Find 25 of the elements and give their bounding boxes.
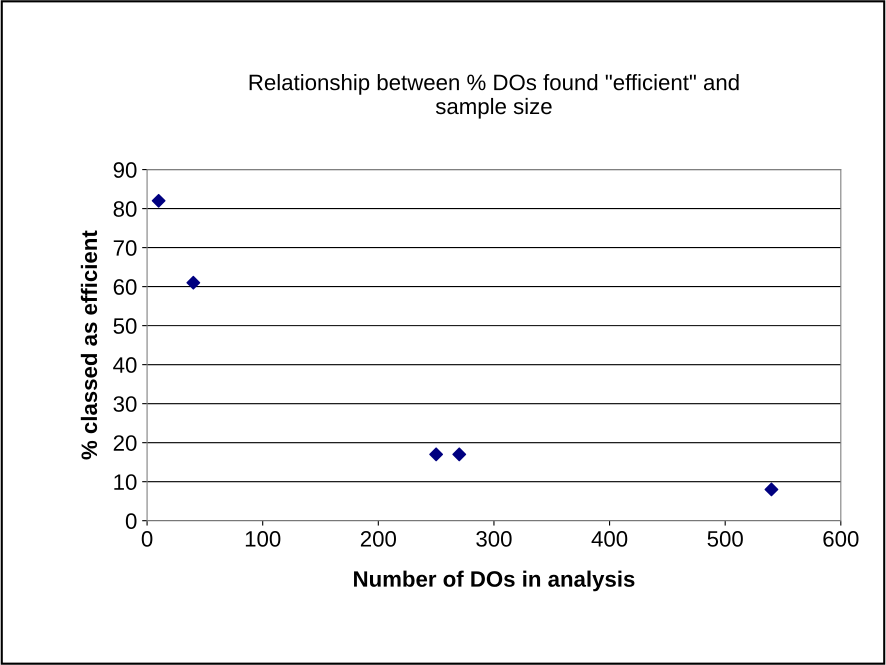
x-tick-label: 200 (360, 531, 396, 547)
x-axis-title: Number of DOs in analysis (354, 570, 634, 592)
point (429, 447, 444, 462)
y-tick-label: 10 (114, 474, 136, 490)
point (764, 482, 778, 496)
y-tick-label: 0 (126, 513, 136, 529)
y-tick-label: 90 (114, 162, 136, 178)
point (452, 447, 466, 462)
y-tick-label: 80 (114, 201, 136, 217)
point (152, 194, 166, 208)
x-tick-label: 300 (476, 531, 512, 547)
x-tick-label: 100 (246, 531, 280, 547)
x-tick-label: 0 (142, 531, 152, 547)
y-tick-label: 70 (114, 240, 136, 256)
y-tick-label: 60 (114, 279, 136, 295)
x-tick-label: 500 (708, 531, 743, 547)
chart-title: Relationship between % DOs found "efficient" and sample size (250, 74, 739, 119)
point (186, 276, 200, 290)
y-tick-label: 50 (114, 318, 136, 334)
x-tick-label: 600 (823, 531, 858, 547)
x-tick-label: 400 (592, 531, 628, 547)
y-tick-label: 30 (113, 396, 136, 412)
y-tick-label: 40 (113, 357, 136, 373)
y-axis-title: % classed as efficient (80, 230, 98, 460)
y-tick-label: 20 (114, 435, 136, 451)
